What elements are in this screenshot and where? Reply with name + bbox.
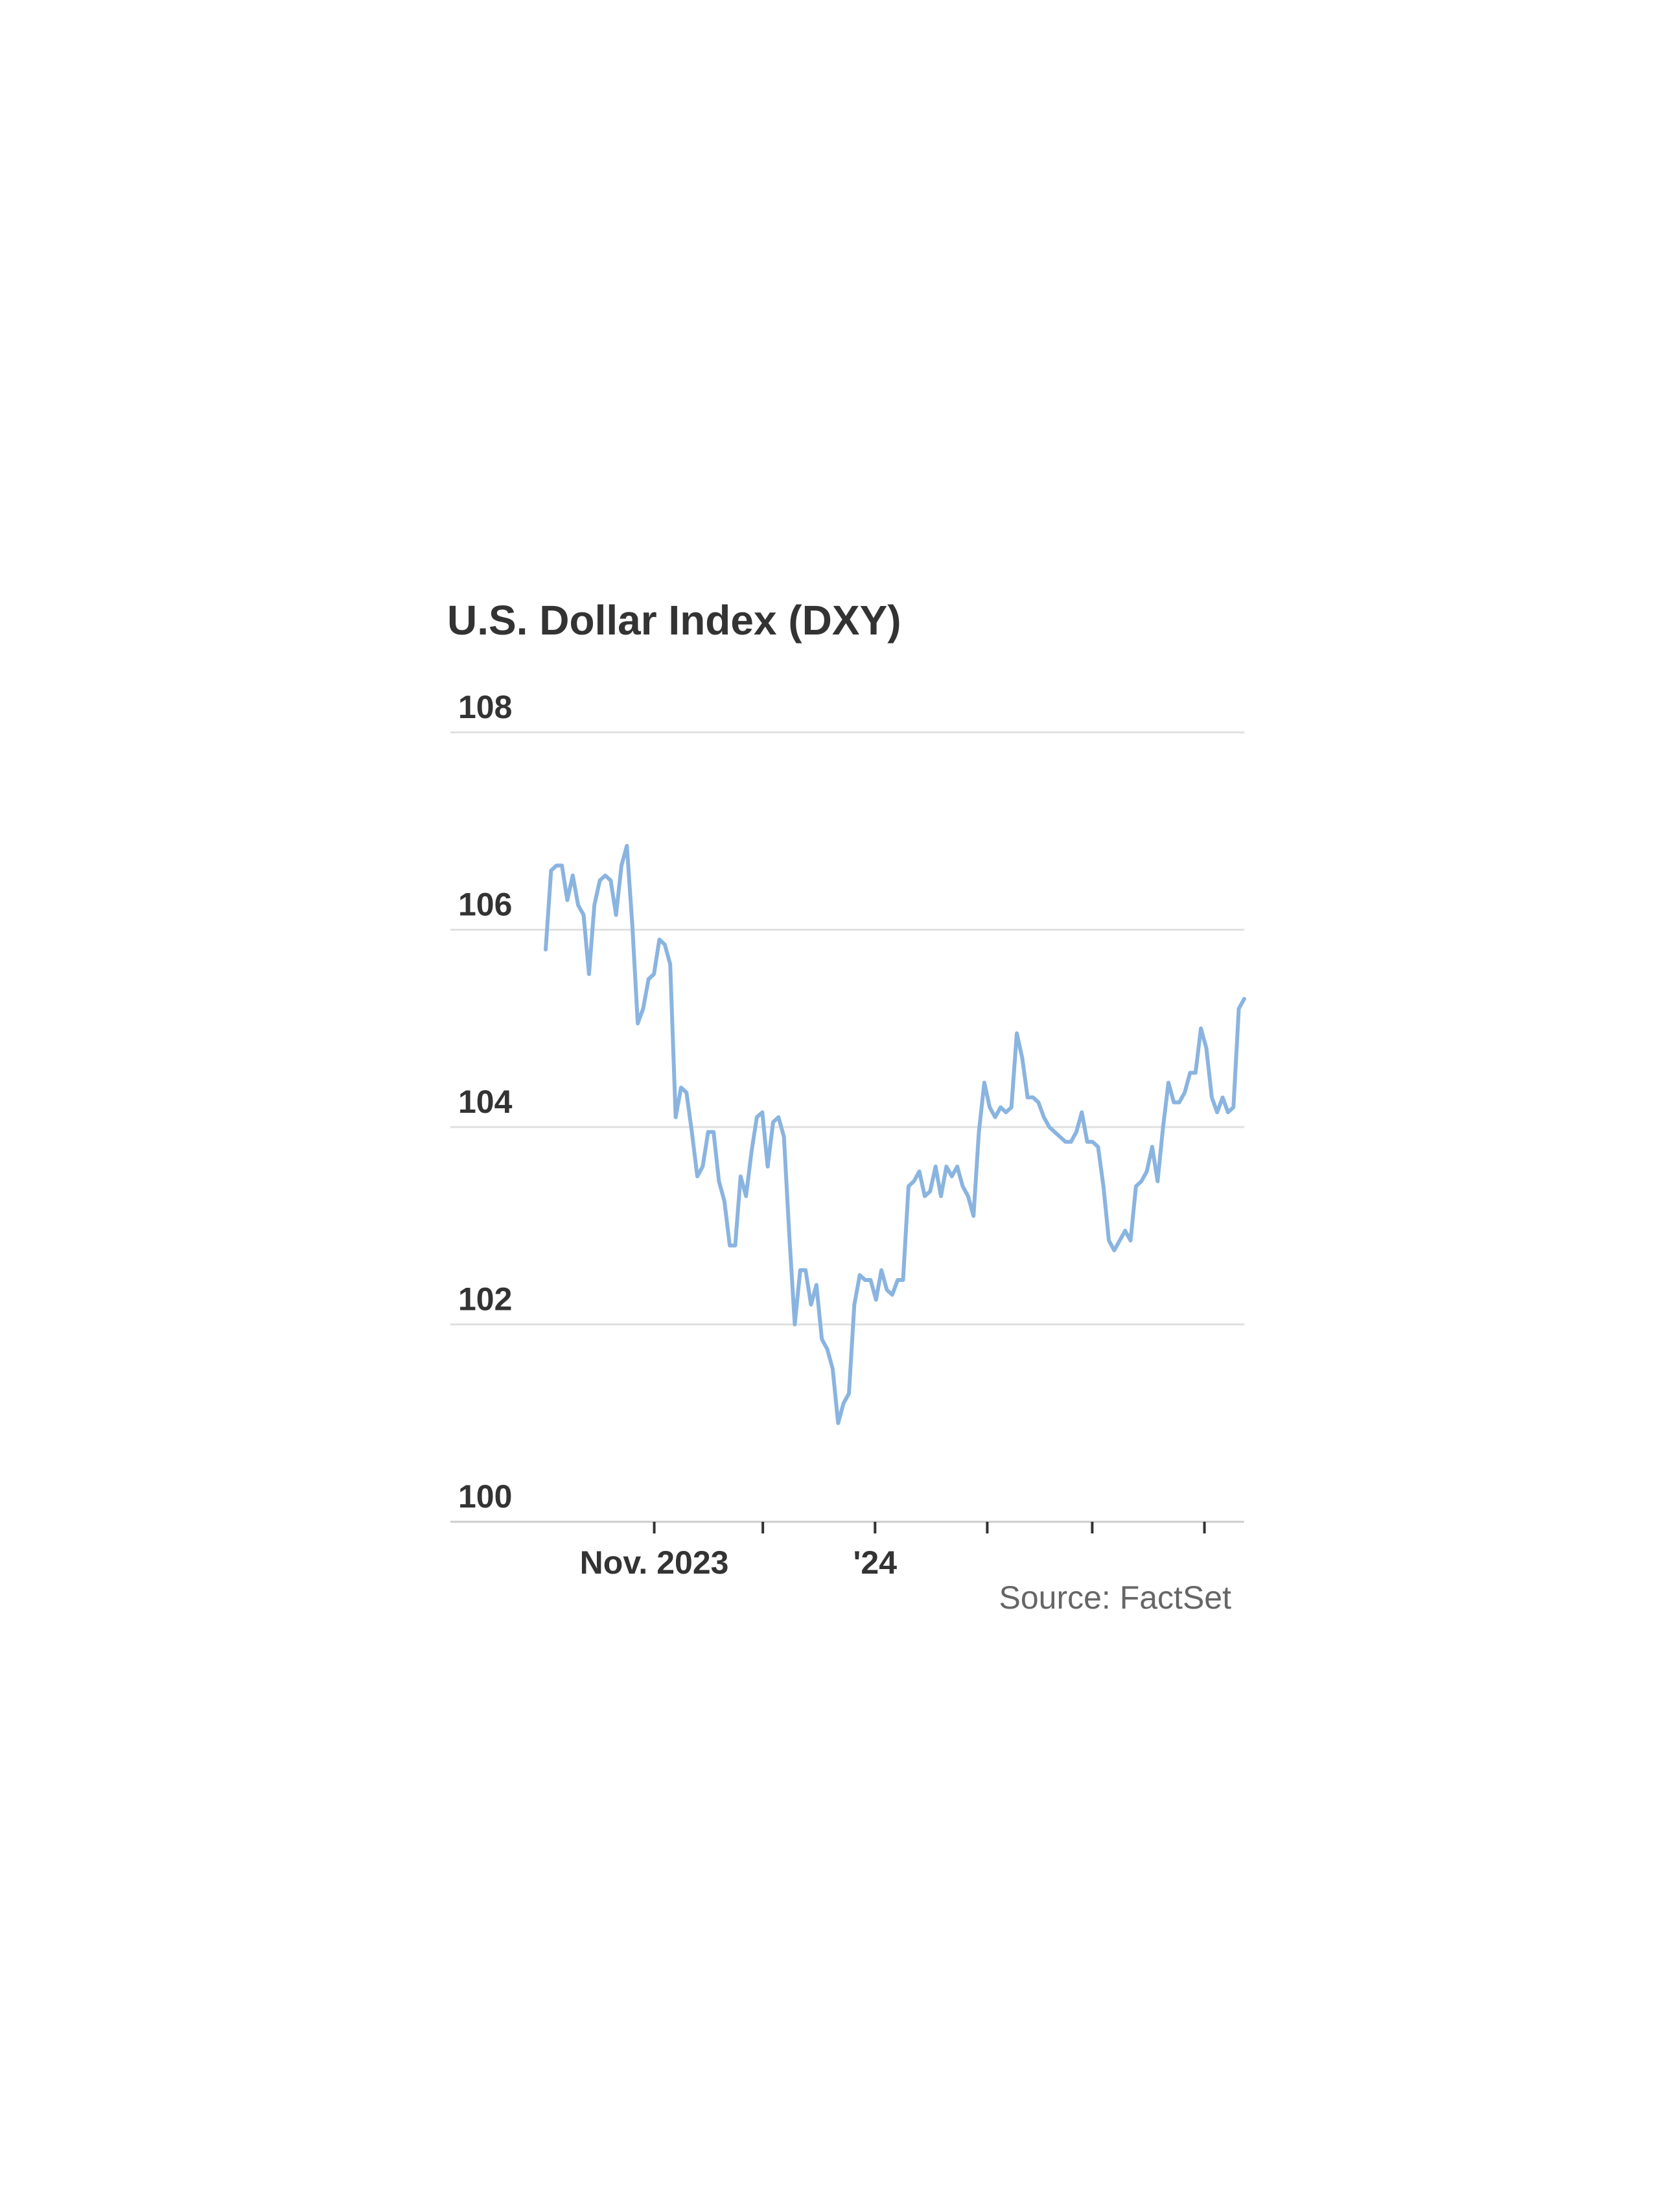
tick-labels: 100 102 104 106 108 Nov. 2023 '24: [458, 689, 897, 1581]
x-tick-label: '24: [853, 1544, 898, 1581]
y-tick-label: 106: [458, 887, 512, 923]
chart-title: U.S. Dollar Index (DXY): [447, 597, 901, 644]
y-tick-label: 108: [458, 689, 512, 725]
gridlines: [450, 731, 1244, 1523]
x-tick-label: Nov. 2023: [580, 1544, 729, 1581]
y-tick-label: 102: [458, 1281, 512, 1318]
x-axis: [653, 1522, 1206, 1533]
y-tick-label: 100: [458, 1478, 512, 1515]
series-line-1: [544, 844, 1246, 1425]
y-tick-label: 104: [458, 1084, 513, 1120]
source-note: Source: FactSet: [999, 1579, 1232, 1616]
series-layer: [544, 844, 1246, 1425]
